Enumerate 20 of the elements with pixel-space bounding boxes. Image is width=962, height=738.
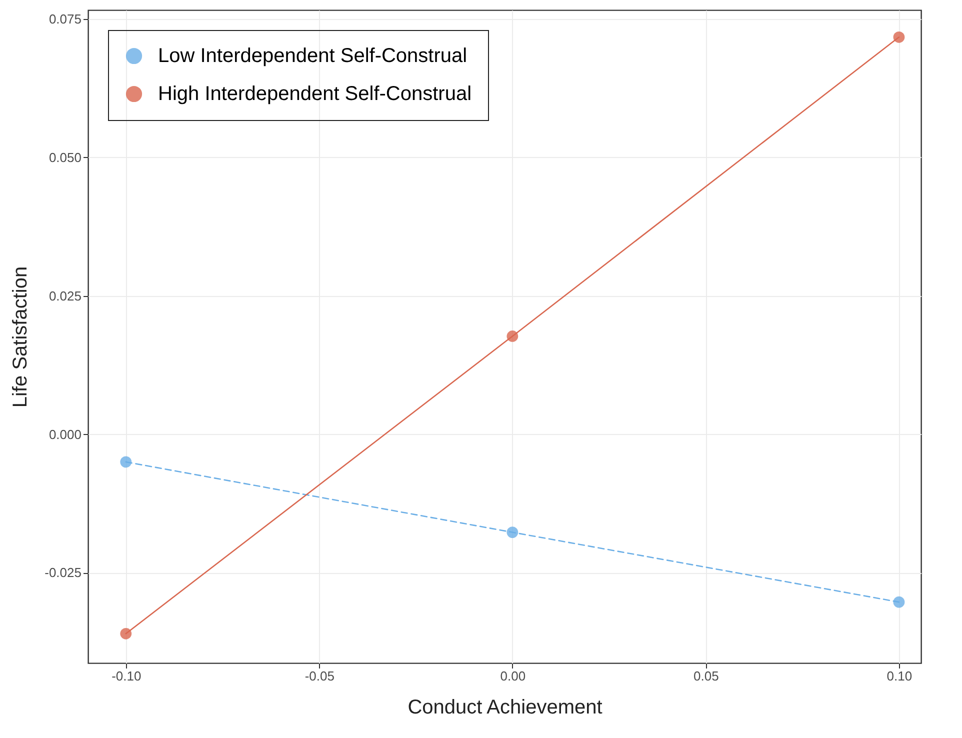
point [893,31,905,43]
point [120,456,132,468]
point [120,628,132,640]
point [506,330,518,342]
x-tick-label: -0.10 [112,668,142,684]
y-tick-label: 0.025 [48,288,82,304]
y-tick-label: 0.000 [48,426,82,442]
legend-label: Low Interdependent Self-Construal [158,45,468,67]
x-axis-title: Conduct Achievement [408,696,603,718]
point [506,526,518,538]
y-tick-label: 0.050 [48,150,82,165]
y-tick-label: 0.075 [48,11,82,26]
x-tick-label: 0.05 [694,668,719,684]
point [893,596,905,608]
x-tick-label: 0.00 [500,668,526,684]
x-tick-label: -0.05 [304,668,334,684]
x-tick-label: 0.10 [886,668,912,684]
y-axis-title: Life Satisfaction [10,266,32,408]
y-tick-label: -0.025 [44,565,82,580]
legend-label: High Interdependent Self-Construal [158,83,472,105]
